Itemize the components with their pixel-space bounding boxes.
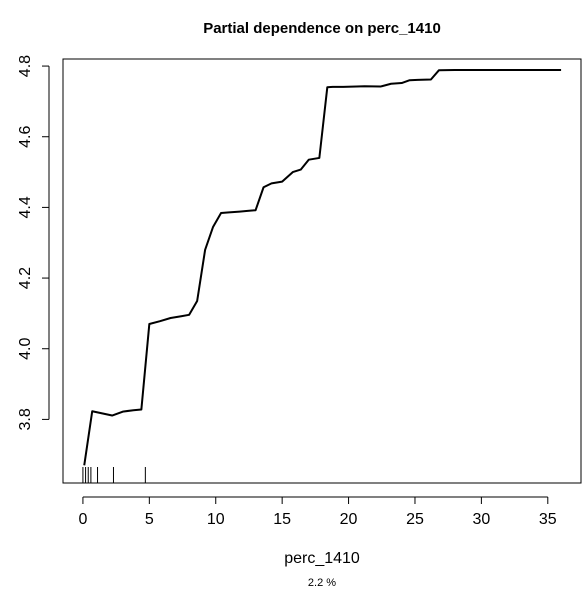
x-tick-label: 5	[145, 511, 154, 528]
y-tick-label: 4.4	[17, 196, 34, 218]
x-tick-label: 15	[273, 511, 291, 528]
y-axis: 3.8 4.0 4.2 4.4 4.6 4.8	[17, 55, 50, 431]
y-tick-label: 3.8	[17, 408, 34, 430]
x-tick-label: 20	[340, 511, 358, 528]
plot-frame	[62, 58, 582, 484]
y-tick-label: 4.6	[17, 126, 34, 148]
rug-marks	[82, 467, 146, 483]
y-tick-label: 4.0	[17, 338, 34, 360]
x-tick-label: 35	[539, 511, 557, 528]
series-line	[83, 68, 562, 466]
x-tick-label: 0	[78, 511, 87, 528]
chart-title: Partial dependence on perc_1410	[203, 20, 441, 37]
chart-subtitle: 2.2 %	[308, 577, 336, 589]
y-tick-label: 4.2	[17, 267, 34, 289]
y-tick-label: 4.8	[17, 55, 34, 77]
x-tick-label: 10	[207, 511, 225, 528]
x-tick-label: 30	[472, 511, 490, 528]
x-axis: 0 5 10 15 20 25 30 35	[78, 496, 557, 528]
series-layer	[83, 68, 562, 466]
x-axis-label: perc_1410	[284, 550, 360, 567]
x-tick-label: 25	[406, 511, 424, 528]
